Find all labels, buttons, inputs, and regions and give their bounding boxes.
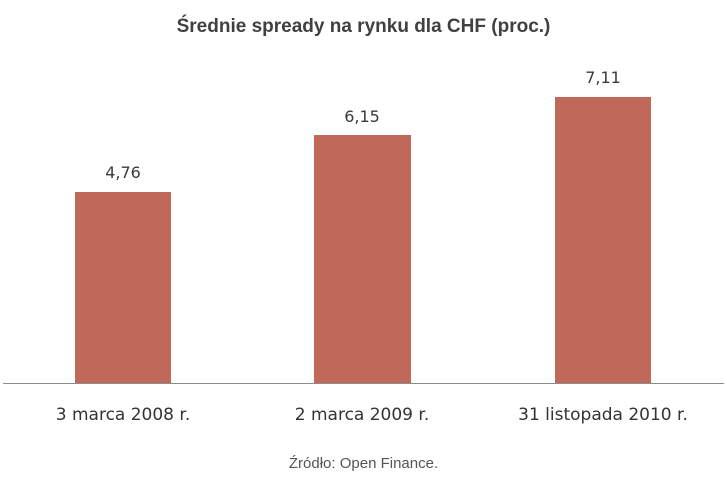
source-note: Źródło: Open Finance. — [288, 455, 439, 472]
bar-2009 — [314, 135, 411, 383]
bar-value-label-2008: 4,76 — [105, 163, 141, 182]
x-tick-label-2010: 31 listopada 2010 r. — [518, 405, 688, 425]
x-tick-label-2008: 3 marca 2008 r. — [55, 405, 191, 425]
bar-value-label-2010: 7,11 — [585, 68, 621, 87]
x-axis-line — [3, 383, 724, 384]
bar-2008 — [75, 192, 171, 383]
bar-value-label-2009: 6,15 — [344, 107, 380, 126]
x-tick-label-2009: 2 marca 2009 r. — [294, 405, 430, 425]
bar-2010 — [555, 97, 651, 383]
chart-title: Średnie spready na rynku dla CHF (proc.) — [176, 16, 551, 37]
